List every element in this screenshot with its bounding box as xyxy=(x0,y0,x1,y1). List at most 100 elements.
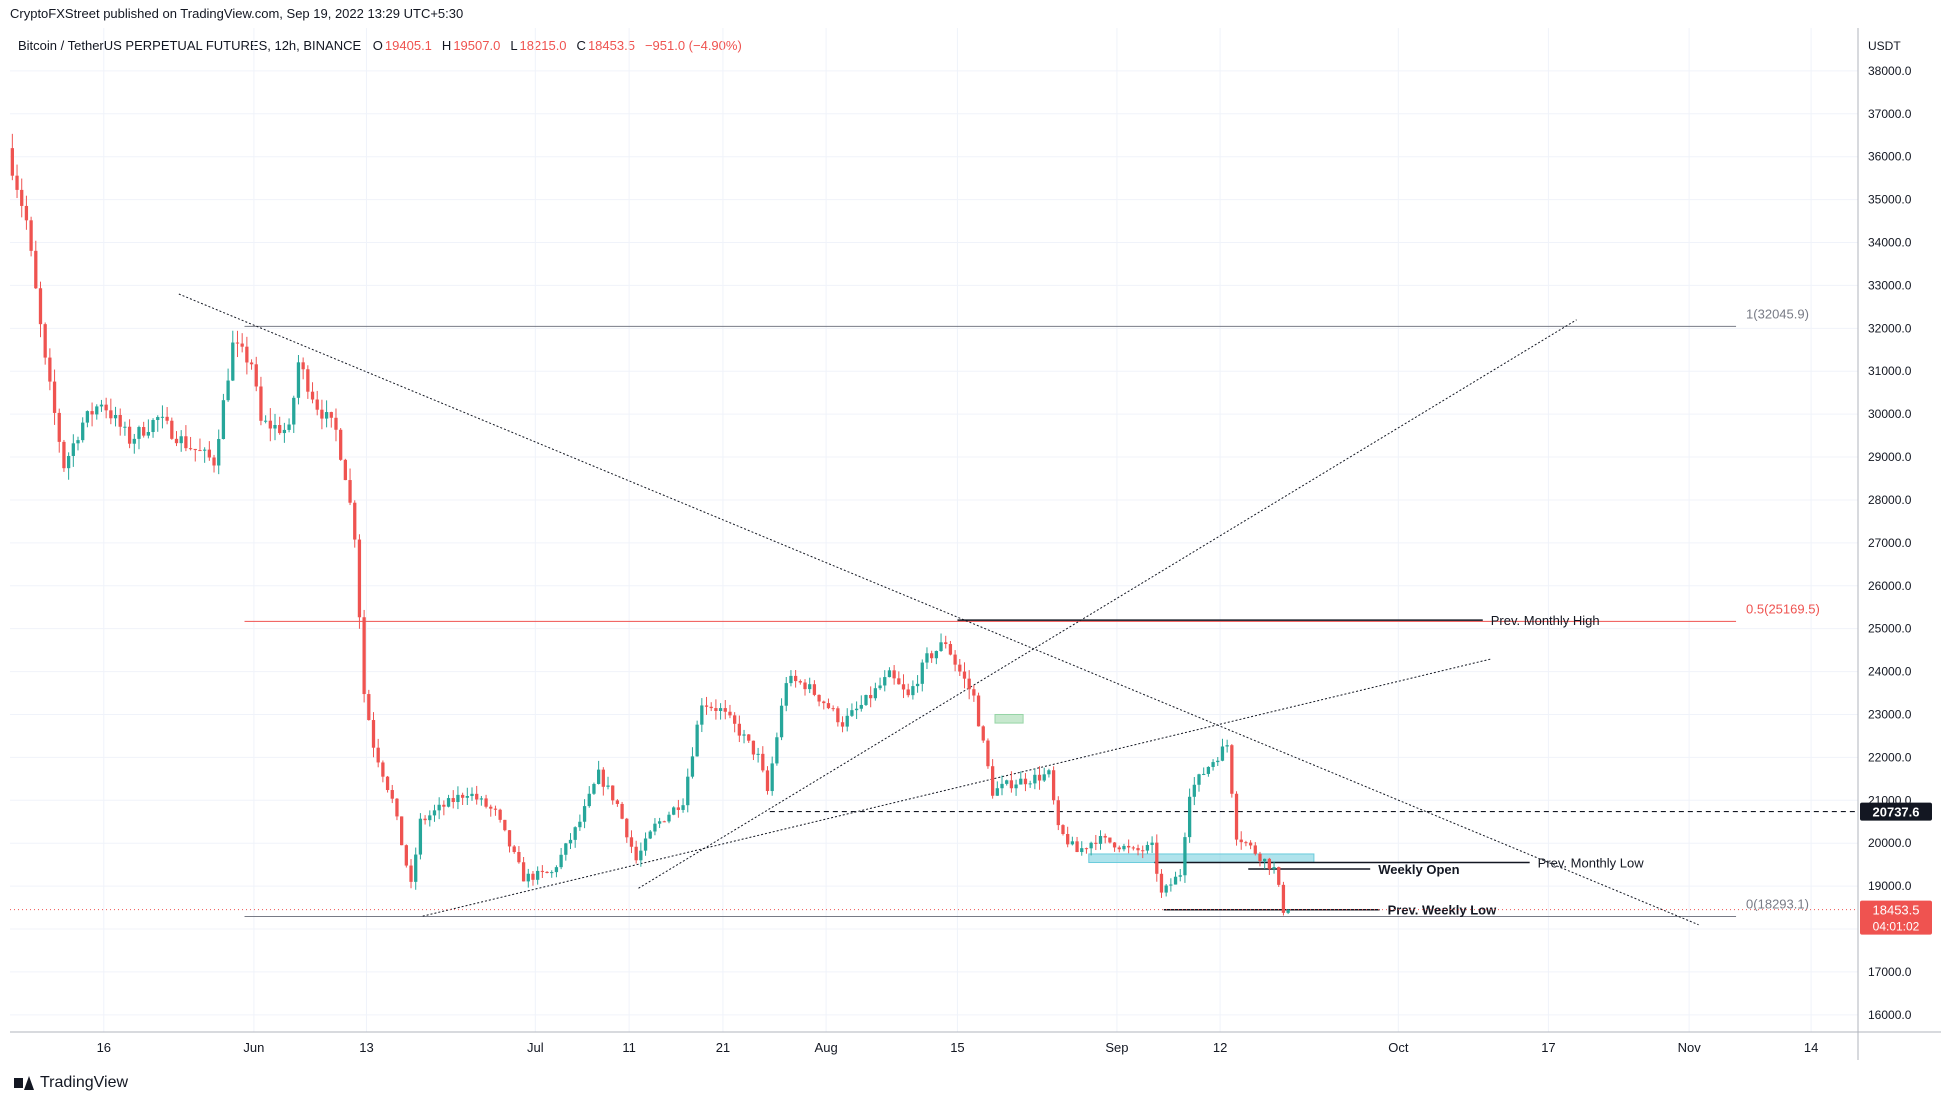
candle-body xyxy=(704,705,709,707)
candle-body xyxy=(793,675,798,682)
y-tick-label: 23000.0 xyxy=(1868,707,1912,721)
candle-body xyxy=(207,449,211,458)
candle-body xyxy=(310,391,315,400)
tradingview-footer[interactable]: TradingView xyxy=(14,1074,128,1092)
ohlc-value: 18453.5 xyxy=(587,38,635,53)
fib-level-label: 0(18293.1) xyxy=(1746,896,1809,911)
y-tick-label: 25000.0 xyxy=(1868,622,1912,636)
candle-body xyxy=(278,425,282,434)
candle-body xyxy=(545,871,549,873)
x-tick-label: 12 xyxy=(1213,1040,1227,1055)
candle-body xyxy=(695,724,699,757)
candle-body xyxy=(845,715,849,727)
candle-body xyxy=(873,688,878,699)
candle-body xyxy=(334,417,338,430)
candle-body xyxy=(972,689,976,696)
candle-body xyxy=(1286,909,1290,913)
ohlc-item: −951.0 (−4.90%) xyxy=(645,38,744,53)
candle-body xyxy=(901,684,906,690)
candle-body xyxy=(1155,842,1159,874)
x-tick-label: 13 xyxy=(359,1040,373,1055)
candle-body xyxy=(1136,848,1140,851)
candle-body xyxy=(432,810,437,816)
candle-body xyxy=(1112,842,1117,848)
y-tick-label: 37000.0 xyxy=(1868,107,1912,121)
candle-body xyxy=(137,427,141,439)
y-tick-label: 33000.0 xyxy=(1868,278,1912,292)
candle-body xyxy=(512,846,516,853)
candle-body xyxy=(81,422,85,441)
candle-body xyxy=(493,808,498,810)
candle-body xyxy=(1253,845,1257,854)
candle-body xyxy=(1028,783,1032,785)
y-tick-label: 19000.0 xyxy=(1868,879,1912,893)
candle-body xyxy=(259,386,263,421)
candle-body xyxy=(686,776,690,806)
candle-body xyxy=(1150,842,1154,845)
candle-body xyxy=(1094,842,1098,844)
candle-body xyxy=(99,404,104,407)
candle-body xyxy=(643,838,648,851)
trend-line xyxy=(638,319,1577,889)
candle-body xyxy=(939,642,943,651)
candle-body xyxy=(43,324,47,358)
ohlc-value: 19507.0 xyxy=(453,38,501,53)
ohlc-label: H xyxy=(441,38,452,53)
candle-body xyxy=(456,794,460,803)
candle-body xyxy=(962,671,967,679)
candle-body xyxy=(385,776,390,791)
candle-body xyxy=(681,805,685,810)
candle-body xyxy=(296,362,301,398)
candle-body xyxy=(1066,834,1070,845)
candle-body xyxy=(15,175,19,190)
candle-body xyxy=(596,769,601,784)
candle-body xyxy=(329,412,333,418)
last-price-label: 18453.5 xyxy=(1873,903,1920,918)
candle-body xyxy=(1056,800,1060,826)
candle-body xyxy=(470,793,474,797)
x-tick-label: 11 xyxy=(622,1040,636,1055)
candle-body xyxy=(906,689,910,696)
candle-body xyxy=(751,740,756,755)
zone-rect xyxy=(994,713,1024,724)
candle-body xyxy=(887,670,892,678)
candle-body xyxy=(883,677,887,686)
candle-body xyxy=(76,440,80,444)
candle-body xyxy=(423,818,427,821)
candle-body xyxy=(34,250,38,289)
candle-body xyxy=(1019,778,1023,785)
candle-body xyxy=(362,617,366,695)
y-tick-label: 26000.0 xyxy=(1868,579,1912,593)
x-tick-label: Jul xyxy=(527,1040,544,1055)
candle-body xyxy=(268,420,272,429)
candle-body xyxy=(930,653,934,659)
candle-body xyxy=(1169,884,1173,886)
candle-body xyxy=(353,502,357,540)
ohlc-value: 19405.1 xyxy=(384,38,432,53)
candles-group xyxy=(10,133,1290,916)
candle-body xyxy=(66,455,71,469)
candle-body xyxy=(587,793,591,807)
candle-body xyxy=(615,800,620,804)
candle-body xyxy=(381,762,385,777)
candle-body xyxy=(1244,842,1248,844)
candle-body xyxy=(254,364,258,387)
tradingview-logo-icon xyxy=(14,1076,34,1090)
candle-body xyxy=(672,807,676,815)
candle-body xyxy=(559,854,563,868)
ohlc-item: H 19507.0 xyxy=(442,38,502,53)
candle-body xyxy=(287,424,291,430)
candle-body xyxy=(1000,783,1004,789)
candle-body xyxy=(442,804,446,807)
candle-body xyxy=(20,189,24,206)
candle-body xyxy=(568,839,573,844)
candle-body xyxy=(151,420,155,433)
candle-body xyxy=(1108,837,1112,843)
candle-body xyxy=(165,416,169,421)
candle-body xyxy=(428,815,432,821)
candle-body xyxy=(1281,884,1286,913)
bar-countdown-label: 04:01:02 xyxy=(1873,920,1920,934)
candle-body xyxy=(1197,774,1201,785)
y-tick-label: 32000.0 xyxy=(1868,321,1912,335)
